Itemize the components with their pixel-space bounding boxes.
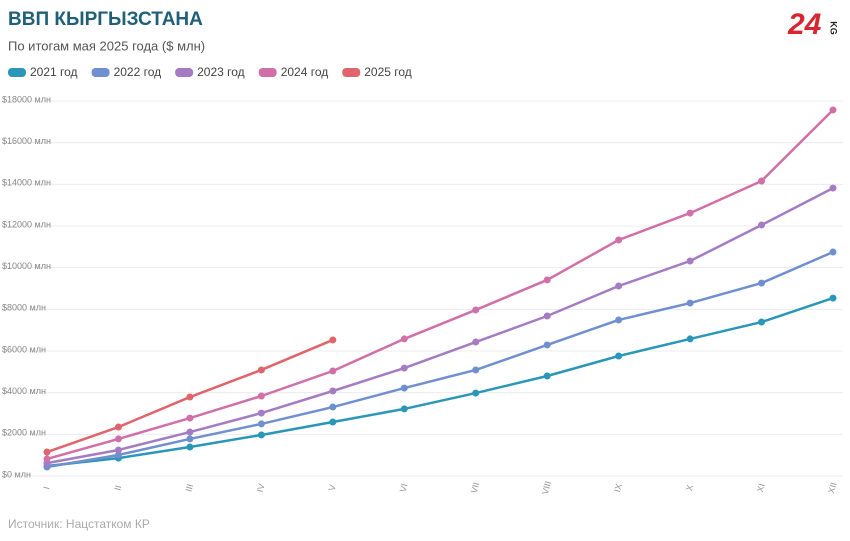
point [329, 387, 337, 395]
y-tick-label: $18000 млн [2, 94, 51, 104]
point [257, 409, 265, 417]
x-tick-label: II [112, 484, 123, 491]
x-tick-label: VII [469, 481, 482, 494]
point [543, 312, 551, 320]
x-tick-label: XII [826, 481, 839, 494]
point [329, 418, 337, 426]
point [686, 299, 694, 307]
y-tick-label: $2000 млн [2, 428, 46, 438]
point [758, 221, 766, 229]
x-tick-label: VI [398, 482, 410, 493]
point [758, 318, 766, 326]
legend-swatch [91, 68, 110, 77]
point [186, 435, 194, 443]
point [829, 248, 837, 256]
point [329, 403, 337, 411]
point [400, 405, 408, 413]
point [472, 306, 480, 314]
point [758, 279, 766, 287]
x-tick-label: V [327, 484, 338, 492]
y-tick-label: $10000 млн [2, 261, 51, 271]
legend-label: 2021 год [30, 65, 78, 79]
y-tick-label: $12000 млн [2, 219, 51, 229]
point [829, 106, 837, 114]
x-tick-label: III [184, 483, 196, 493]
legend-label: 2025 год [364, 65, 412, 79]
point [257, 392, 265, 400]
point [329, 367, 337, 375]
logo: 24 [787, 8, 822, 41]
point [186, 414, 194, 422]
point [543, 276, 551, 284]
series-line [46, 296, 834, 468]
point [472, 338, 480, 346]
point [829, 184, 837, 192]
point [257, 431, 265, 439]
point [329, 336, 337, 344]
point [186, 443, 194, 451]
point [615, 236, 623, 244]
x-tick-label: IV [255, 482, 267, 493]
legend-label: 2024 год [281, 65, 329, 79]
point [257, 420, 265, 428]
chart-title: ВВП КЫРГЫЗСТАНА [8, 9, 203, 30]
legend-swatch [8, 68, 26, 77]
x-tick-label: VIII [540, 480, 553, 496]
series-line [46, 250, 834, 469]
x-tick-label: IX [612, 482, 624, 493]
legend-label: 2022 год [114, 65, 162, 79]
legend-swatch [175, 68, 194, 77]
legend-swatch [342, 68, 361, 77]
point [400, 364, 408, 372]
y-tick-label: $6000 млн [2, 344, 46, 354]
y-tick-label: $0 млн [2, 469, 31, 479]
point [43, 448, 51, 456]
point [686, 209, 694, 217]
point [829, 294, 837, 302]
series-line [46, 109, 834, 461]
point [400, 384, 408, 392]
x-tick-label: X [684, 484, 695, 492]
point [114, 451, 122, 459]
x-tick-label: I [41, 485, 51, 490]
y-tick-label: $8000 млн [2, 303, 46, 313]
point [686, 257, 694, 265]
point [686, 335, 694, 343]
point [400, 335, 408, 343]
point [114, 423, 122, 431]
logo-suffix: KG [829, 21, 839, 35]
y-tick-label: $16000 млн [2, 136, 51, 146]
legend-label: 2023 год [197, 65, 245, 79]
point [615, 316, 623, 324]
point [114, 435, 122, 443]
point [472, 389, 480, 397]
y-tick-label: $4000 млн [2, 386, 46, 396]
series-line [46, 186, 834, 465]
point [472, 366, 480, 374]
legend-swatch [258, 68, 277, 77]
y-tick-label: $14000 млн [2, 178, 51, 188]
x-tick-label: XI [755, 482, 767, 493]
point [257, 366, 265, 374]
point [615, 282, 623, 290]
point [543, 341, 551, 349]
source: Источник: Нацстатком КР [8, 517, 150, 531]
point [186, 393, 194, 401]
point [186, 428, 194, 436]
point [543, 372, 551, 380]
point [43, 455, 51, 463]
point [615, 352, 623, 360]
point [114, 446, 122, 454]
point [758, 177, 766, 185]
chart-subtitle: По итогам мая 2025 года ($ млн) [8, 38, 205, 53]
